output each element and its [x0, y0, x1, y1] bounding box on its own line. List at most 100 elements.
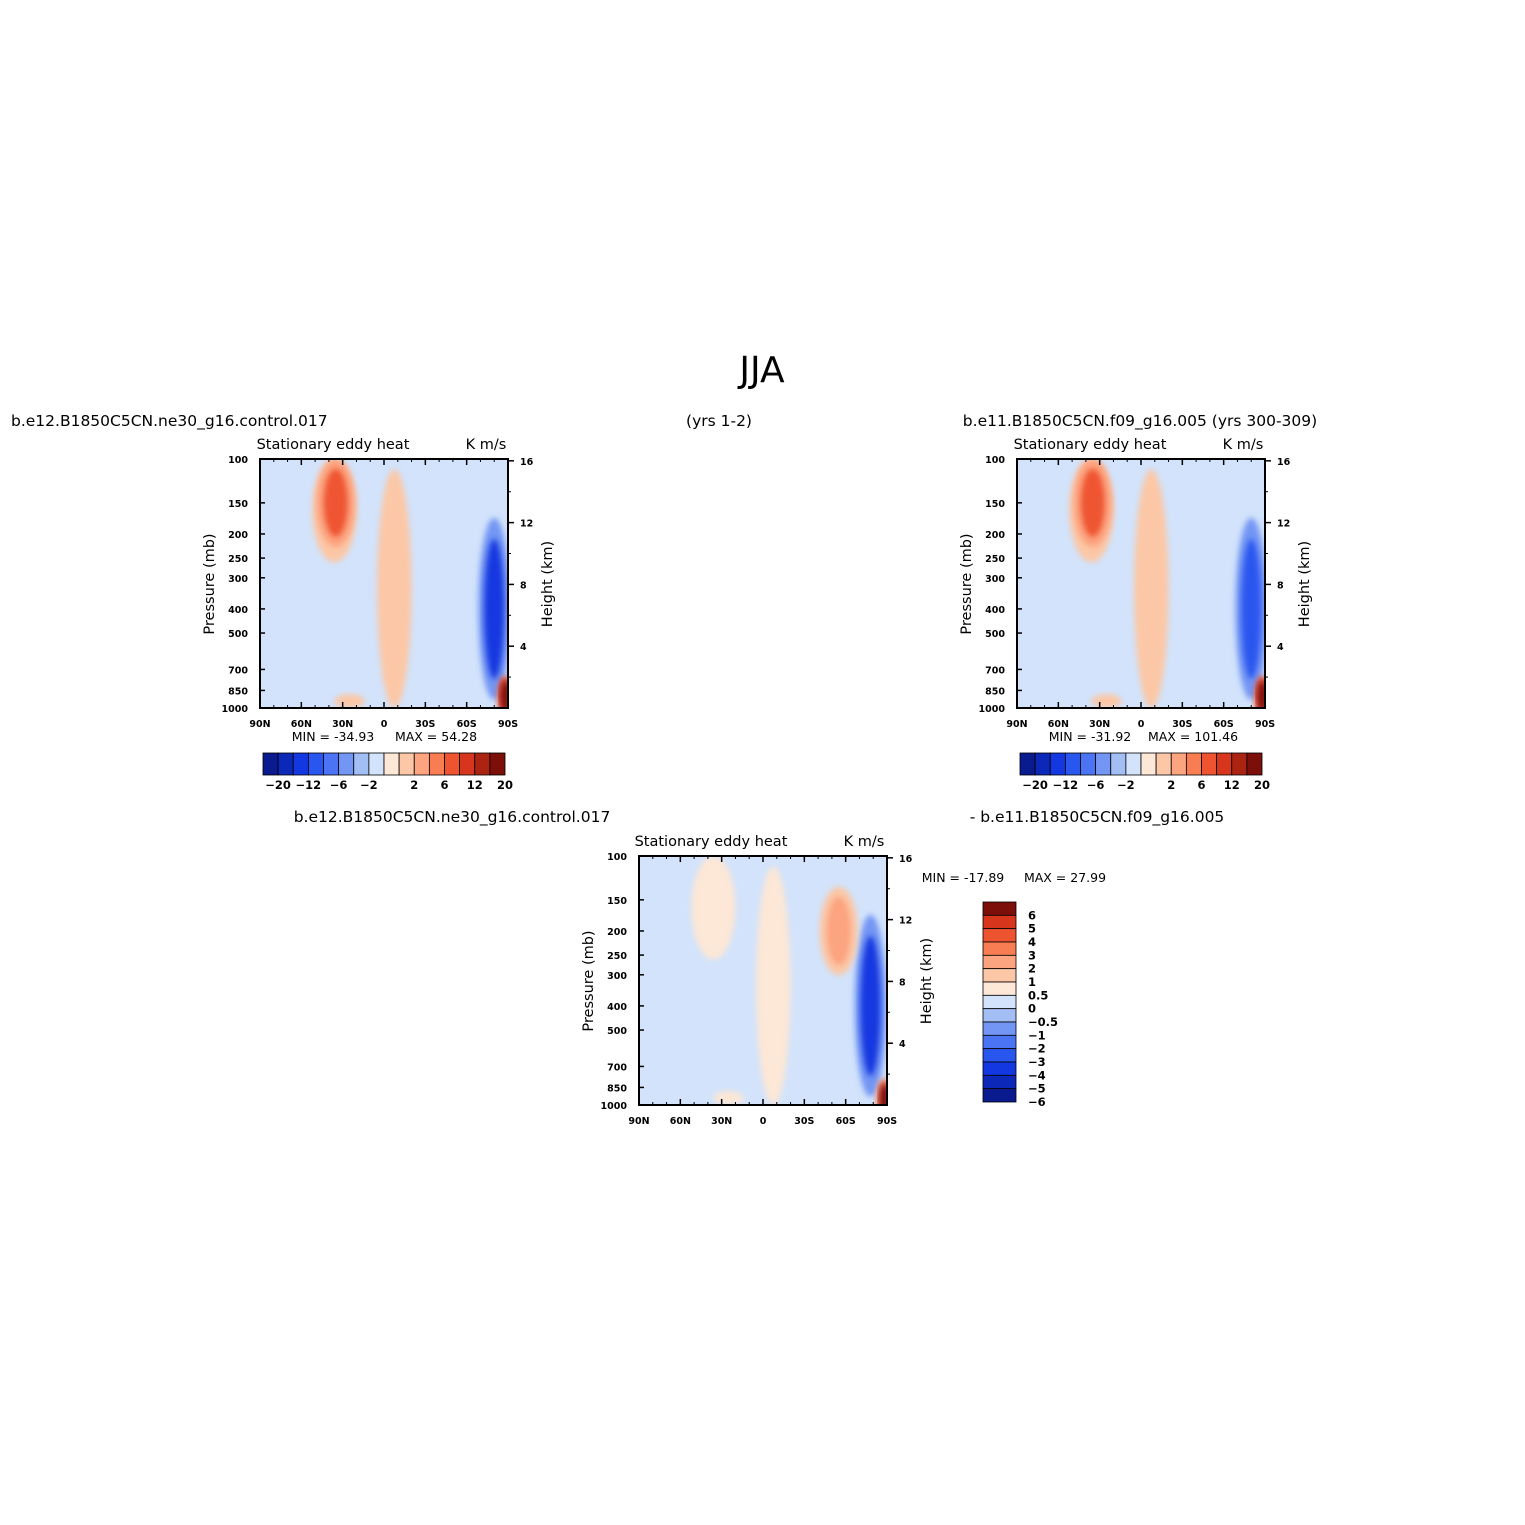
y-tick-label: 500	[228, 629, 248, 640]
x-tick-label: 90S	[1255, 719, 1275, 730]
min-label: MIN = -31.92	[1049, 729, 1132, 744]
positive-region-surface	[713, 1091, 744, 1105]
colorbar-swatch	[353, 752, 370, 776]
y-right-tick-label: 16	[899, 854, 913, 865]
colorbar-label: 6	[440, 778, 448, 792]
colorbar-swatch	[982, 1048, 1017, 1063]
colorbar-label: −6	[330, 778, 348, 792]
colorbar-label: 2	[410, 778, 418, 792]
y-right-tick-label: 12	[899, 916, 912, 927]
colorbar-swatch	[413, 752, 430, 776]
colorbar-swatch	[1080, 752, 1097, 776]
top-left-label: b.e12.B1850C5CN.ne30_g16.control.017	[11, 412, 328, 431]
feature-core	[500, 680, 508, 708]
colorbar-label: −12	[1053, 778, 1079, 792]
colorbar-swatch	[292, 752, 309, 776]
y-tick-label: 850	[985, 686, 1005, 697]
y-tick-label: 1000	[601, 1101, 628, 1112]
colorbar-swatch	[982, 968, 1017, 983]
y-tick-label: 200	[228, 530, 248, 541]
colorbar-label: −12	[296, 778, 322, 792]
colorbar-label: −2	[1028, 1042, 1046, 1056]
colorbar-label: 4	[1028, 935, 1036, 949]
x-tick-label: 60N	[1048, 719, 1069, 730]
panel-subtitle: Stationary eddy heat	[257, 437, 410, 453]
y-axis-label: Pressure (mb)	[959, 533, 975, 634]
colorbar-label: −2	[1117, 778, 1135, 792]
y-tick-label: 700	[228, 665, 248, 676]
positive-region-upper	[691, 856, 736, 960]
colorbar-swatch	[1185, 752, 1202, 776]
colorbar-swatch	[1034, 752, 1051, 776]
y-tick-label: 500	[607, 1026, 627, 1037]
y-right-tick-label: 8	[899, 977, 906, 988]
colorbar-swatch	[428, 752, 445, 776]
x-tick-label: 60N	[291, 719, 312, 730]
colorbar-label: −2	[360, 778, 378, 792]
x-tick-label: 30N	[1089, 719, 1110, 730]
feature-core	[826, 896, 851, 965]
colorbar-label: 0.5	[1028, 988, 1048, 1002]
x-tick-label: 30N	[711, 1116, 732, 1127]
colorbar-label: 12	[467, 778, 483, 792]
colorbar-swatch	[1170, 752, 1187, 776]
colorbar-label: −20	[1022, 778, 1048, 792]
y-tick-label: 250	[985, 554, 1005, 565]
y-tick-label: 400	[607, 1002, 627, 1013]
colorbar-label: 20	[497, 778, 513, 792]
x-tick-label: 60S	[1214, 719, 1234, 730]
top-right-label: b.e11.B1850C5CN.f09_g16.005 (yrs 300-309…	[963, 412, 1317, 431]
colorbar-swatch	[982, 1074, 1017, 1090]
colorbar-swatch	[1125, 752, 1142, 776]
y-tick-label: 700	[985, 665, 1005, 676]
y-tick-label: 300	[607, 971, 627, 982]
colorbar-label: 6	[1197, 778, 1205, 792]
colorbar-swatch	[982, 1008, 1017, 1023]
panel-ne30-control: Stationary eddy heat K m/s Pressure (mb)…	[202, 437, 556, 792]
colorbar-swatch	[982, 981, 1017, 996]
panel-difference: Stationary eddy heat K m/s Pressure (mb)…	[581, 834, 1106, 1127]
x-tick-label: 0	[1138, 719, 1145, 730]
colorbar-swatch	[982, 941, 1017, 956]
colorbar-swatch	[459, 752, 476, 776]
max-label: MAX = 27.99	[1024, 870, 1106, 885]
colorbar-swatch	[982, 1034, 1017, 1050]
y-right-tick-label: 8	[520, 580, 527, 591]
y-tick-label: 300	[228, 574, 248, 585]
colorbar-label: 12	[1224, 778, 1240, 792]
x-tick-label: 30N	[332, 719, 353, 730]
top-center-label: (yrs 1-2)	[686, 412, 752, 430]
colorbar-swatch	[277, 752, 294, 776]
colorbar-label: −1	[1028, 1028, 1046, 1042]
colorbar-label: 5	[1028, 922, 1036, 936]
y-tick-label: 500	[985, 629, 1005, 640]
diff-right-label: - b.e11.B1850C5CN.f09_g16.005	[970, 808, 1225, 827]
colorbar-label: 6	[1028, 908, 1036, 922]
colorbar-swatch	[262, 752, 279, 776]
feature-core	[1080, 468, 1105, 537]
y-tick-label: 300	[985, 574, 1005, 585]
colorbar-swatch	[1216, 752, 1233, 776]
diff-left-label: b.e12.B1850C5CN.ne30_g16.control.017	[294, 808, 611, 827]
colorbar-swatch	[323, 752, 340, 776]
x-tick-label: 0	[381, 719, 388, 730]
colorbar-swatch	[982, 1061, 1017, 1076]
y-tick-label: 250	[607, 951, 627, 962]
y-tick-label: 400	[985, 605, 1005, 616]
y-axis-label: Pressure (mb)	[202, 533, 218, 634]
y-tick-label: 1000	[979, 704, 1006, 715]
positive-region-tropics	[1134, 469, 1169, 708]
y-axis-right-label: Height (km)	[1297, 541, 1313, 627]
y-tick-label: 1000	[222, 704, 249, 715]
y-tick-label: 200	[607, 927, 627, 938]
colorbar-swatch	[398, 752, 415, 776]
colorbar-swatch	[1049, 752, 1066, 776]
colorbar-swatch	[982, 954, 1017, 970]
y-tick-label: 100	[228, 455, 248, 466]
x-tick-label: 90N	[1006, 719, 1027, 730]
feature-core	[323, 468, 348, 537]
feature-core	[860, 935, 881, 1076]
colorbar-swatch	[474, 752, 491, 776]
colorbar-label: −0.5	[1028, 1015, 1058, 1029]
